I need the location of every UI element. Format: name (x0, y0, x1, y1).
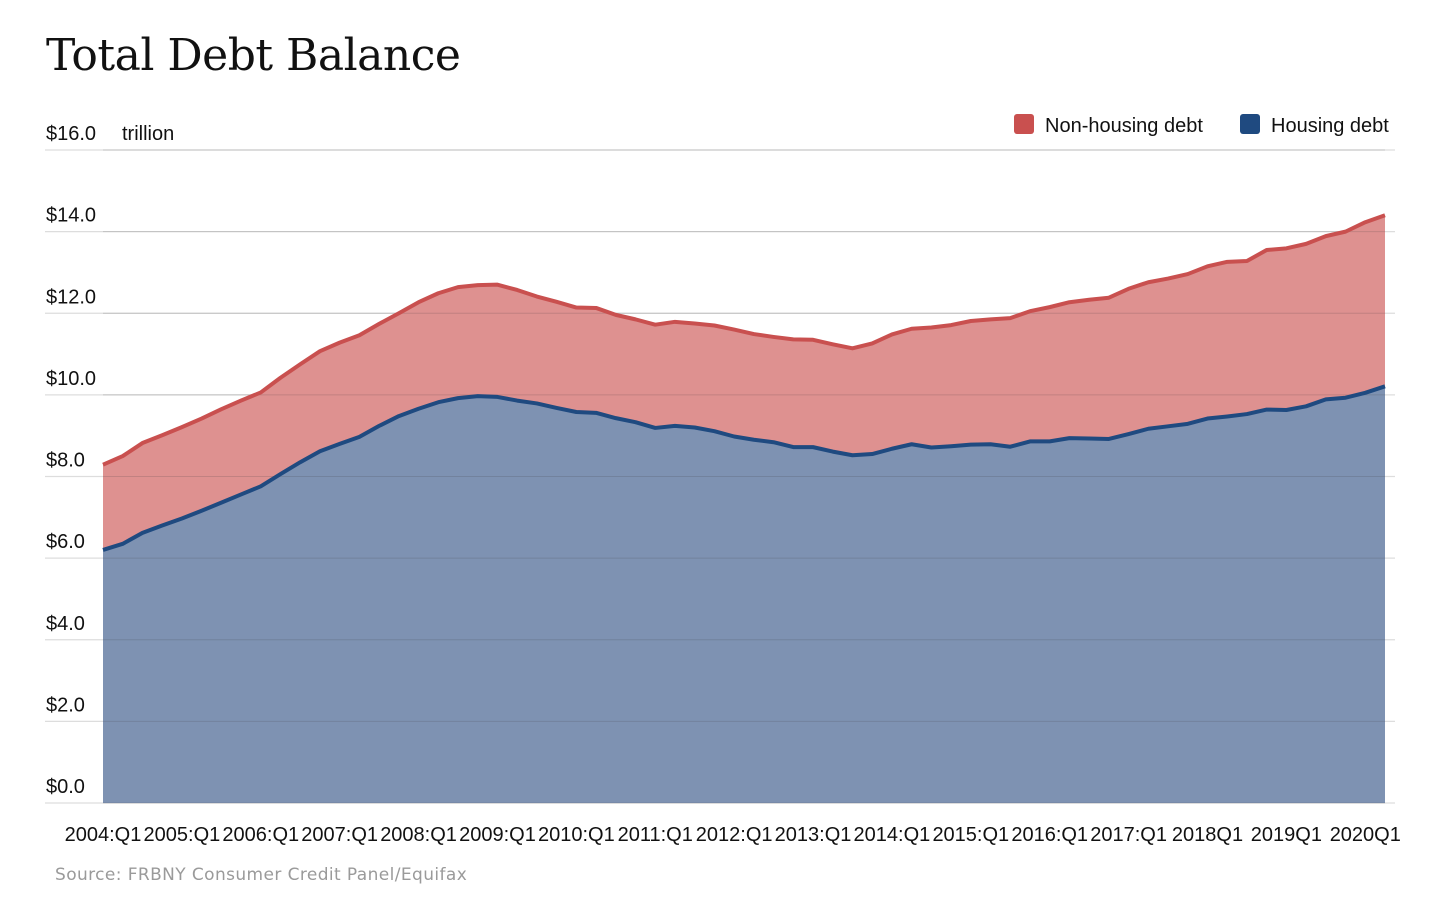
y-tick-label: $8.0 (46, 450, 85, 472)
x-tick-label: 2013:Q1 (775, 824, 852, 846)
y-tick-label: $2.0 (46, 694, 85, 716)
y-tick-label: $16.0 (46, 123, 96, 145)
legend-swatch (1014, 114, 1034, 134)
y-tick-label: $10.0 (46, 368, 96, 390)
legend-swatch (1240, 114, 1260, 134)
y-axis-unit-label: trillion (122, 123, 174, 145)
housing-line (102, 384, 1386, 552)
area-series (102, 149, 1386, 804)
x-tick-label: 2015:Q1 (932, 824, 1009, 846)
x-tick-label: 2016:Q1 (1011, 824, 1088, 846)
x-axis-tick-labels: 2004:Q1 2005:Q1 2006:Q1 2007:Q1 2008:Q1 2009:… (65, 824, 1401, 846)
x-tick-label: 2005:Q1 (144, 824, 221, 846)
x-tick-label: 2004:Q1 (65, 824, 142, 846)
y-axis-tick-labels: $0.0 $2.0 $4.0 $6.0 $8.0 $10.0 $12.0 $14.0 $16.0 (46, 123, 96, 798)
chart-title: Total Debt Balance (46, 30, 461, 81)
x-tick-label: 2006:Q1 (222, 824, 299, 846)
x-tick-label: 2007:Q1 (301, 824, 378, 846)
x-tick-label: 2012:Q1 (696, 824, 773, 846)
x-tick-label: 2010:Q1 (538, 824, 615, 846)
x-tick-label: 2009:Q1 (459, 824, 536, 846)
x-tick-label: 2019Q1 (1251, 824, 1322, 846)
source-note: Source: FRBNY Consumer Credit Panel/Equi… (55, 865, 468, 885)
x-tick-label: 2018Q1 (1172, 824, 1243, 846)
y-tick-label: $6.0 (46, 531, 85, 553)
x-tick-label: 2008:Q1 (380, 824, 457, 846)
housing-area (103, 386, 1385, 803)
x-tick-label: 2014:Q1 (854, 824, 931, 846)
legend-label: Non-housing debt (1045, 115, 1203, 137)
legend-label: Housing debt (1271, 115, 1389, 137)
non-housing-area (103, 215, 1385, 550)
y-tick-label: $12.0 (46, 286, 96, 308)
y-tick-label: $0.0 (46, 776, 85, 798)
x-tick-label: 2020Q1 (1330, 824, 1401, 846)
chart-legend: Non-housing debt Housing debt (1014, 114, 1389, 137)
y-tick-label: $4.0 (46, 613, 85, 635)
x-tick-label: 2011:Q1 (618, 824, 693, 846)
x-tick-label: 2017:Q1 (1090, 824, 1167, 846)
non-housing-line (102, 213, 1386, 467)
y-tick-label: $14.0 (46, 205, 96, 227)
